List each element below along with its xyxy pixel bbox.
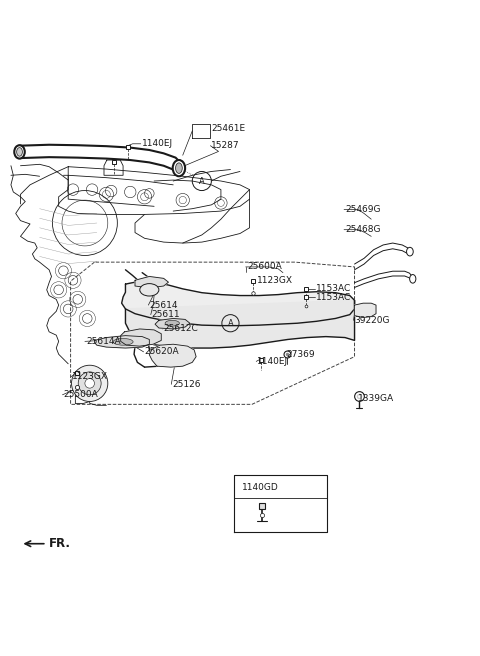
Text: 1153AC: 1153AC <box>316 293 352 302</box>
Ellipse shape <box>14 145 25 159</box>
Ellipse shape <box>140 283 159 296</box>
Text: 25614A: 25614A <box>86 337 121 346</box>
Text: 25612C: 25612C <box>164 325 198 333</box>
Text: 25620A: 25620A <box>144 348 179 356</box>
Circle shape <box>85 379 95 388</box>
Text: 1140EJ: 1140EJ <box>257 357 288 366</box>
Polygon shape <box>120 329 161 346</box>
Text: 27369: 27369 <box>287 350 315 359</box>
Polygon shape <box>121 281 355 325</box>
Circle shape <box>78 372 101 395</box>
Text: 25468G: 25468G <box>345 225 381 234</box>
Ellipse shape <box>17 148 23 156</box>
Text: 25461E: 25461E <box>211 124 245 133</box>
Text: 1140EJ: 1140EJ <box>142 139 173 148</box>
Polygon shape <box>149 344 196 367</box>
Circle shape <box>72 365 108 401</box>
Polygon shape <box>95 336 149 348</box>
Text: 25614: 25614 <box>149 300 178 310</box>
Text: 1153AC: 1153AC <box>316 284 352 293</box>
Ellipse shape <box>409 275 416 283</box>
Text: A: A <box>228 319 233 328</box>
Text: 25600A: 25600A <box>247 262 282 272</box>
Text: A: A <box>199 176 204 186</box>
Text: 25500A: 25500A <box>63 390 98 400</box>
Ellipse shape <box>407 247 413 256</box>
Polygon shape <box>135 276 168 288</box>
Text: 1140GD: 1140GD <box>242 483 278 492</box>
Ellipse shape <box>176 163 182 173</box>
Text: 1123GX: 1123GX <box>257 276 293 285</box>
Text: 1339GA: 1339GA <box>359 394 395 403</box>
Polygon shape <box>125 300 355 348</box>
Ellipse shape <box>165 320 180 326</box>
Ellipse shape <box>113 338 133 345</box>
Text: 1123GX: 1123GX <box>72 372 108 381</box>
Polygon shape <box>355 303 376 318</box>
Text: 39220G: 39220G <box>355 316 390 325</box>
Ellipse shape <box>173 160 185 176</box>
Text: FR.: FR. <box>49 537 71 550</box>
Text: 15287: 15287 <box>211 141 240 150</box>
Text: 25469G: 25469G <box>345 205 381 214</box>
Text: 25126: 25126 <box>172 380 201 389</box>
Text: 25611: 25611 <box>152 310 180 319</box>
Polygon shape <box>155 318 190 329</box>
